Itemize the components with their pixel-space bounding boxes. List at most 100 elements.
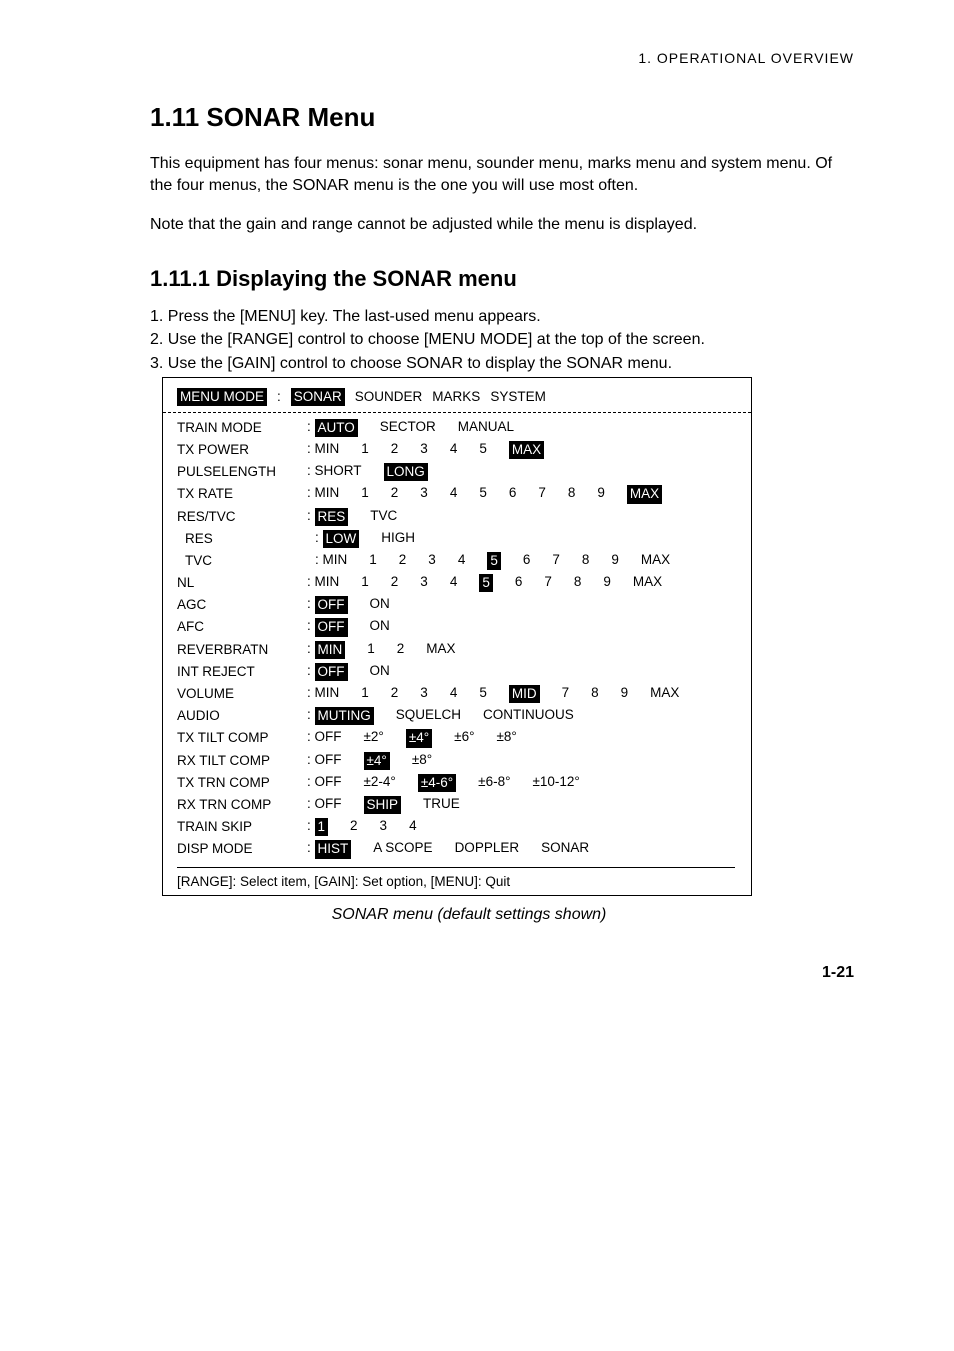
- nl-4: 4: [450, 574, 458, 592]
- txrate-5: 5: [479, 485, 487, 503]
- tvc-2: 2: [399, 552, 407, 570]
- txrate-2: 2: [391, 485, 399, 503]
- tvc-1: 1: [369, 552, 377, 570]
- reverb-max: MAX: [426, 641, 455, 659]
- volume-min: MIN: [315, 685, 340, 703]
- tvc-8: 8: [582, 552, 590, 570]
- volume-4: 4: [450, 685, 458, 703]
- txpwr-3: 3: [420, 441, 428, 459]
- volume-1: 1: [361, 685, 369, 703]
- running-header: 1. OPERATIONAL OVERVIEW: [150, 50, 854, 66]
- pulse-long: LONG: [384, 463, 428, 481]
- volume-mid: MID: [509, 685, 540, 703]
- row-train-label: TRAIN MODE: [177, 419, 307, 435]
- sonar-menu-diagram: MENU MODE : SONAR SOUNDER MARKS SYSTEM T…: [162, 377, 752, 896]
- txrate-max: MAX: [627, 485, 662, 503]
- nl-min: MIN: [315, 574, 340, 592]
- row-txtrn-label: TX TRN COMP: [177, 774, 307, 790]
- menu-footer-help: [RANGE]: Select item, [GAIN]: Set option…: [177, 874, 735, 889]
- volume-2: 2: [391, 685, 399, 703]
- agc-on: ON: [370, 596, 390, 614]
- intro-paragraph-2: Note that the gain and range cannot be a…: [150, 214, 854, 236]
- row-txrate-label: TX RATE: [177, 485, 307, 501]
- volume-5: 5: [479, 685, 487, 703]
- menu-mode-opt-sonar: SONAR: [291, 388, 345, 406]
- txrate-4: 4: [450, 485, 458, 503]
- nl-max: MAX: [633, 574, 662, 592]
- step-2: 2. Use the [RANGE] control to choose [ME…: [150, 329, 854, 351]
- menu-mode-opt-marks: MARKS: [432, 389, 480, 404]
- nl-5: 5: [479, 574, 493, 592]
- row-dispmode-label: DISP MODE: [177, 840, 307, 856]
- txpwr-2: 2: [391, 441, 399, 459]
- txtrn-2-4: ±2-4°: [364, 774, 396, 792]
- txtilt-2: ±2°: [364, 729, 384, 747]
- volume-9: 9: [621, 685, 629, 703]
- tvc-9: 9: [611, 552, 619, 570]
- menu-mode-opt-sounder: SOUNDER: [355, 389, 423, 404]
- agc-off: OFF: [315, 596, 348, 614]
- txrate-9: 9: [597, 485, 605, 503]
- rxtilt-off: OFF: [315, 752, 342, 770]
- nl-9: 9: [603, 574, 611, 592]
- intrej-on: ON: [370, 663, 390, 681]
- dispmode-doppler: DOPPLER: [455, 840, 520, 858]
- txtrn-10-12: ±10-12°: [533, 774, 580, 792]
- res-high: HIGH: [381, 530, 415, 548]
- txrate-3: 3: [420, 485, 428, 503]
- txrate-8: 8: [568, 485, 576, 503]
- rxtrn-off: OFF: [315, 796, 342, 814]
- volume-max: MAX: [650, 685, 679, 703]
- volume-3: 3: [420, 685, 428, 703]
- txrate-6: 6: [509, 485, 517, 503]
- row-volume-label: VOLUME: [177, 685, 307, 701]
- menu-mode-label: MENU MODE: [177, 388, 267, 406]
- txtrn-6-8: ±6-8°: [478, 774, 510, 792]
- row-rxtilt-label: RX TILT COMP: [177, 752, 307, 768]
- row-res-label: RES: [177, 530, 315, 546]
- txpwr-4: 4: [450, 441, 458, 459]
- txpwr-1: 1: [361, 441, 369, 459]
- nl-2: 2: [391, 574, 399, 592]
- nl-3: 3: [420, 574, 428, 592]
- tvc-7: 7: [552, 552, 560, 570]
- page-number: 1-21: [150, 964, 854, 982]
- row-trainskip-label: TRAIN SKIP: [177, 818, 307, 834]
- step-3: 3. Use the [GAIN] control to choose SONA…: [150, 353, 854, 375]
- step-1: 1. Press the [MENU] key. The last-used m…: [150, 306, 854, 328]
- nl-6: 6: [515, 574, 523, 592]
- txrate-min: MIN: [315, 485, 340, 503]
- tvc-3: 3: [428, 552, 436, 570]
- row-audio-label: AUDIO: [177, 707, 307, 723]
- intro-paragraph-1: This equipment has four menus: sonar men…: [150, 153, 854, 196]
- row-intrej-label: INT REJECT: [177, 663, 307, 679]
- row-txpwr-label: TX POWER: [177, 441, 307, 457]
- rxtilt-4: ±4°: [364, 752, 390, 770]
- trainskip-2: 2: [350, 818, 358, 836]
- tvc-4: 4: [458, 552, 466, 570]
- intrej-off: OFF: [315, 663, 348, 681]
- rxtilt-8: ±8°: [412, 752, 432, 770]
- nl-7: 7: [544, 574, 552, 592]
- row-rxtrn-label: RX TRN COMP: [177, 796, 307, 812]
- row-nl-label: NL: [177, 574, 307, 590]
- restvc-res: RES: [315, 508, 349, 526]
- trainskip-3: 3: [380, 818, 388, 836]
- figure-caption: SONAR menu (default settings shown): [162, 906, 776, 924]
- dashed-separator: [163, 412, 751, 413]
- txpwr-max: MAX: [509, 441, 544, 459]
- row-restvc-label: RES/TVC: [177, 508, 307, 524]
- row-txtilt-label: TX TILT COMP: [177, 729, 307, 745]
- txpwr-min: MIN: [315, 441, 340, 459]
- reverb-2: 2: [397, 641, 405, 659]
- row-agc-label: AGC: [177, 596, 307, 612]
- dispmode-hist: HIST: [315, 840, 352, 858]
- tvc-5: 5: [487, 552, 501, 570]
- rxtrn-ship: SHIP: [364, 796, 402, 814]
- audio-continuous: CONTINUOUS: [483, 707, 574, 725]
- audio-muting: MUTING: [315, 707, 374, 725]
- restvc-tvc: TVC: [370, 508, 397, 526]
- nl-8: 8: [574, 574, 582, 592]
- menu-mode-opt-system: SYSTEM: [490, 389, 546, 404]
- txtilt-off: OFF: [315, 729, 342, 747]
